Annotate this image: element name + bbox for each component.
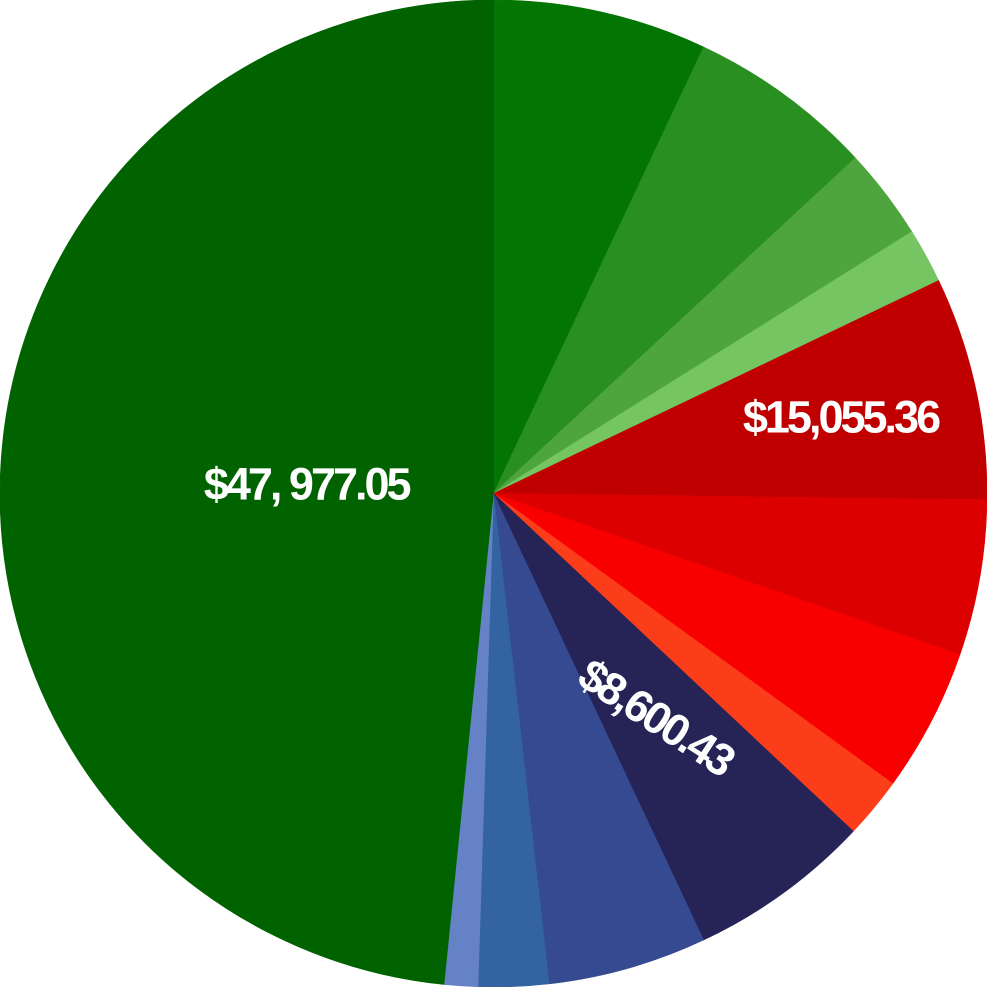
slice-label-5: $15,055.36 [743,392,940,443]
pie-slice-10 [493,493,705,985]
pie-slice-9 [493,493,854,941]
pie-slice-13 [0,0,494,985]
pie-slice-1 [493,0,705,494]
pie-slice-2 [493,46,856,494]
slice-label-13: $47, 977.05 [204,459,411,510]
